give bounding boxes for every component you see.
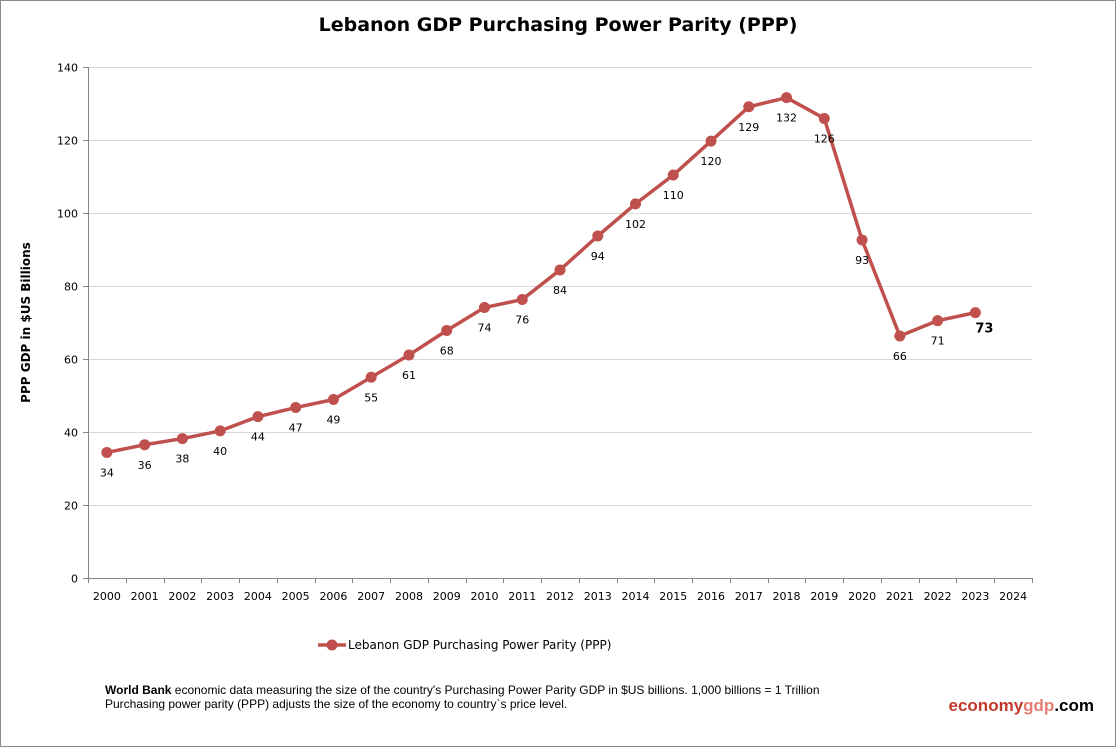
y-tick-label: 140 (57, 62, 78, 75)
x-tick-label: 2019 (810, 590, 838, 603)
data-label: 66 (893, 350, 907, 363)
data-point (516, 294, 528, 306)
data-point (214, 425, 226, 437)
x-tick-label: 2009 (433, 590, 461, 603)
data-point (176, 433, 188, 445)
x-tick-label: 2004 (244, 590, 272, 603)
data-point (441, 325, 453, 337)
data-point (818, 112, 830, 124)
data-point (139, 439, 151, 451)
data-label: 129 (738, 121, 759, 134)
data-label: 40 (213, 445, 227, 458)
brand-logo[interactable]: economygdp.com (949, 696, 1094, 716)
data-point (932, 315, 944, 327)
x-tick-label: 2000 (93, 590, 121, 603)
chart-title: Lebanon GDP Purchasing Power Parity (PPP… (318, 14, 798, 36)
x-tick-label: 2005 (282, 590, 310, 603)
data-point (592, 230, 604, 242)
data-point (969, 307, 981, 319)
x-tick-label: 2012 (546, 590, 574, 603)
y-tick-label: 60 (64, 354, 78, 367)
x-tick-label: 2023 (961, 590, 989, 603)
data-point (856, 234, 868, 246)
data-point (252, 411, 264, 423)
x-tick-label: 2021 (886, 590, 914, 603)
data-label: 126 (814, 132, 835, 145)
data-label: 68 (440, 345, 454, 358)
data-point (781, 92, 793, 104)
data-label: 76 (515, 314, 529, 327)
data-label: 132 (776, 112, 797, 125)
data-label: 34 (100, 466, 114, 479)
data-point (101, 446, 113, 458)
x-tick-label: 2011 (508, 590, 536, 603)
data-label: 73 (975, 322, 993, 337)
x-tick-label: 2018 (773, 590, 801, 603)
data-point (743, 101, 755, 113)
data-label: 36 (138, 459, 152, 472)
x-tick-label: 2017 (735, 590, 763, 603)
data-label: 102 (625, 218, 646, 231)
legend-label: Lebanon GDP Purchasing Power Parity (PPP… (348, 638, 611, 652)
brand-part1: economy (948, 696, 1024, 715)
x-tick-label: 2015 (659, 590, 687, 603)
x-tick-label: 2001 (131, 590, 159, 603)
x-tick-label: 2013 (584, 590, 612, 603)
x-tick-label: 2003 (206, 590, 234, 603)
footer-line1: economic data measuring the size of the … (171, 683, 820, 697)
x-tick-label: 2014 (622, 590, 650, 603)
y-tick-label: 20 (64, 500, 78, 513)
data-label: 44 (251, 431, 265, 444)
data-point (327, 394, 339, 406)
data-label: 110 (663, 189, 684, 202)
data-point (478, 302, 490, 314)
x-tick-label: 2010 (470, 590, 498, 603)
y-tick-label: 0 (71, 573, 78, 586)
x-tick-label: 2007 (357, 590, 385, 603)
footer-line2: Purchasing power parity (PPP) adjusts th… (105, 697, 568, 711)
data-label: 74 (477, 322, 491, 335)
y-tick-label: 80 (64, 281, 78, 294)
x-tick-label: 2002 (168, 590, 196, 603)
data-label: 93 (855, 254, 869, 267)
x-tick-label: 2016 (697, 590, 725, 603)
data-point (554, 264, 566, 276)
footer-note: World Bank economic data measuring the s… (105, 683, 820, 711)
data-label: 94 (591, 250, 605, 263)
series-line (106, 95, 976, 455)
x-tick-label: 2006 (319, 590, 347, 603)
data-label: 47 (289, 422, 303, 435)
footer-source: World Bank (105, 683, 172, 697)
x-tick-label: 2024 (999, 590, 1027, 603)
data-label: 38 (175, 453, 189, 466)
data-point (403, 349, 415, 361)
data-label: 71 (931, 335, 945, 348)
data-label: 49 (326, 414, 340, 427)
y-tick-label: 40 (64, 427, 78, 440)
y-tick-label: 100 (57, 208, 78, 221)
brand-part3: .com (1054, 696, 1094, 715)
data-label: 55 (364, 391, 378, 404)
legend-marker (326, 639, 338, 651)
data-point (667, 169, 679, 181)
data-point (365, 371, 377, 383)
y-axis-label: PPP GDP in $US Billions (19, 242, 33, 403)
y-tick-label: 120 (57, 135, 78, 148)
data-point (705, 135, 717, 147)
x-tick-label: 2008 (395, 590, 423, 603)
data-label: 84 (553, 284, 567, 297)
data-point (894, 330, 906, 342)
data-point (290, 402, 302, 414)
data-label: 61 (402, 369, 416, 382)
x-tick-label: 2020 (848, 590, 876, 603)
brand-part2: gdp (1023, 696, 1055, 715)
data-point (630, 198, 642, 210)
x-tick-label: 2022 (924, 590, 952, 603)
data-label: 120 (701, 155, 722, 168)
